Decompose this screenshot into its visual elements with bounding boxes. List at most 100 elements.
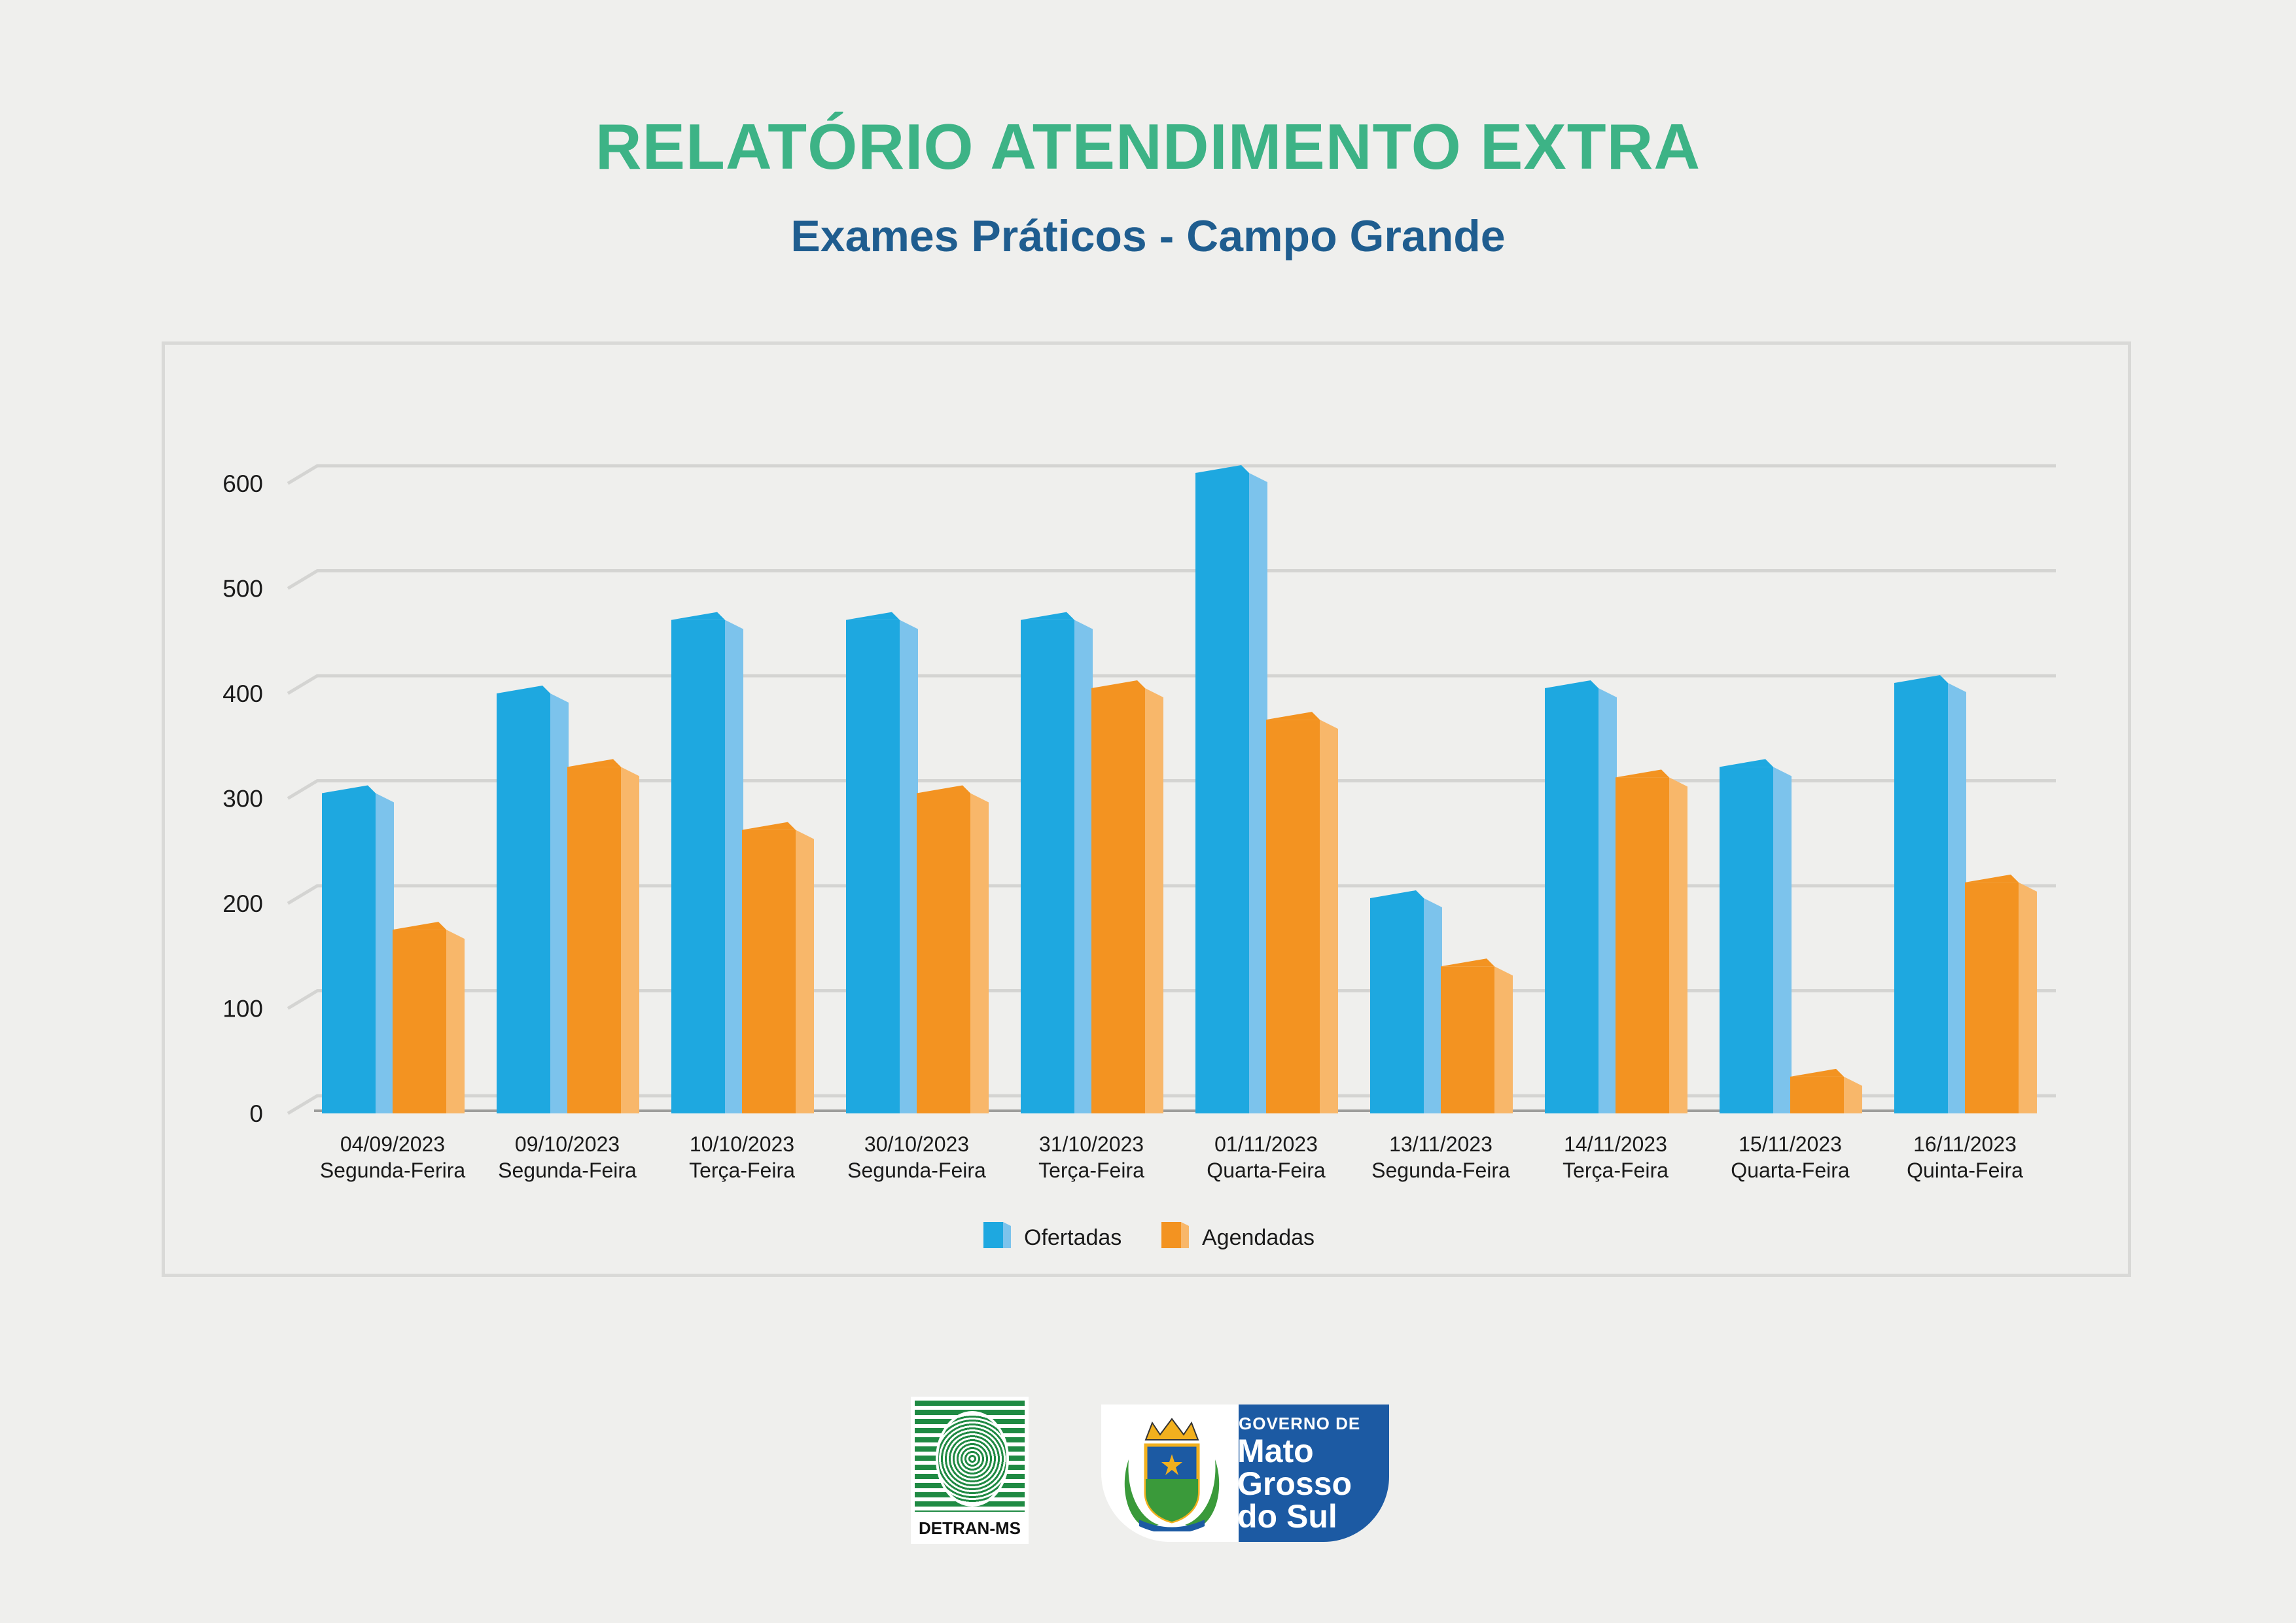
bar-ofertadas [497,693,550,1113]
bar-cap-ofertadas [1195,464,1249,473]
bar-ofertadas [1021,620,1074,1113]
bar-ofertadas [671,620,725,1113]
bar-agendadas [1441,966,1494,1113]
x-tick-label-date: 13/11/2023 [1389,1132,1492,1156]
government-logo: GOVERNO DE Mato Grosso do Sul [1101,1405,1389,1542]
bar-cap-ofertadas [671,612,725,620]
gov-logo-line1: GOVERNO DE [1239,1414,1361,1433]
x-tick-label-day: Terça-Feira [1563,1159,1669,1182]
legend-swatch-side [1003,1222,1011,1248]
y-tick-label: 600 [222,470,263,497]
bar-side-ofertadas [550,693,569,1113]
x-tick-label-day: Segunda-Feira [847,1159,986,1182]
coat-of-arms-icon [1124,1418,1220,1531]
y-tick-label: 0 [249,1100,263,1127]
bar-side-ofertadas [1424,898,1442,1113]
bar-ofertadas [1195,472,1249,1113]
x-tick-label-date: 16/11/2023 [1913,1132,2017,1156]
bar-cap-agendadas [1266,712,1320,720]
legend-label: Agendadas [1202,1225,1315,1250]
bar-ofertadas [846,620,900,1113]
bar-side-agendadas [446,930,465,1113]
bar-side-ofertadas [1598,688,1617,1113]
bar-agendadas [1616,777,1669,1113]
bar-agendadas [567,767,621,1113]
x-tick-label-date: 09/10/2023 [515,1132,620,1156]
globe-icon [936,1411,1009,1507]
bar-ofertadas [1370,898,1424,1113]
bar-agendadas [1965,882,2019,1113]
bar-side-ofertadas [1948,682,1966,1113]
bar-cap-ofertadas [497,686,550,693]
bar-side-ofertadas [376,793,394,1113]
x-tick-label-day: Segunda-Ferira [320,1159,466,1182]
bar-side-agendadas [1145,688,1163,1113]
bar-side-agendadas [1844,1076,1862,1113]
bar-side-agendadas [1320,720,1338,1113]
bar-cap-ofertadas [1720,759,1773,767]
legend-swatch [983,1222,1003,1248]
bar-cap-agendadas [1441,958,1494,967]
x-tick-label-date: 04/09/2023 [340,1132,445,1156]
bar-cap-agendadas [393,922,446,930]
bar-cap-agendadas [917,785,970,794]
legend-label: Ofertadas [1024,1225,1122,1250]
bar-chart: 0 100 200 300 400 500 600 04/09/2023 Segunda-Fer… [222,464,2056,1250]
y-tick-label: 300 [222,786,263,812]
bar-cap-ofertadas [322,785,376,794]
bar-cap-ofertadas [1021,612,1074,620]
legend-swatch [1161,1222,1181,1248]
bar-side-ofertadas [1074,620,1093,1113]
x-tick-label-date: 14/11/2023 [1564,1132,1667,1156]
gov-logo-line2: Mato [1237,1433,1314,1469]
bar-side-ofertadas [1773,767,1792,1113]
bar-side-agendadas [1494,966,1513,1113]
bar-agendadas [1790,1076,1844,1113]
gridline [287,779,2056,800]
y-tick-label: 100 [222,996,263,1022]
gridline [287,464,2056,485]
x-tick-label-date: 01/11/2023 [1214,1132,1318,1156]
bar-side-agendadas [1669,777,1687,1113]
x-tick-label-day: Quinta-Feira [1907,1159,2023,1182]
chart-frame [162,341,2131,1277]
x-tick-label-date: 10/10/2023 [690,1132,794,1156]
x-tick-label-day: Quarta-Feira [1731,1159,1850,1182]
bar-agendadas [1091,688,1145,1113]
bar-cap-ofertadas [1370,890,1424,898]
bar-agendadas [393,930,446,1113]
x-tick-label-date: 15/11/2023 [1739,1132,1842,1156]
bar-ofertadas [1894,682,1948,1113]
x-tick-label-date: 30/10/2023 [864,1132,969,1156]
bar-cap-agendadas [567,759,621,767]
bar-cap-agendadas [1790,1068,1844,1077]
bar-ofertadas [322,793,376,1113]
legend-swatch-side [1181,1222,1189,1248]
bar-side-agendadas [2019,882,2037,1113]
bar-agendadas [742,829,796,1113]
bar-agendadas [1266,720,1320,1113]
x-tick-label-day: Terça-Feira [689,1159,795,1182]
bar-side-ofertadas [725,620,743,1113]
y-tick-label: 400 [222,680,263,707]
x-tick-label-day: Terça-Feira [1038,1159,1144,1182]
x-tick-label-date: 31/10/2023 [1039,1132,1144,1156]
gov-logo-line4: do Sul [1237,1498,1337,1535]
bar-ofertadas [1545,688,1598,1113]
gov-logo-line3: Grosso [1237,1465,1352,1502]
gov-logo-panel [1219,1405,1389,1542]
bar-side-agendadas [970,793,989,1113]
detran-logo: DETRAN-MS [911,1397,1029,1544]
x-tick-label-day: Quarta-Feira [1207,1159,1326,1182]
bar-side-agendadas [621,767,639,1113]
bar-agendadas [917,793,970,1113]
bar-side-ofertadas [900,620,918,1113]
bar-side-ofertadas [1249,472,1267,1113]
bar-cap-ofertadas [1545,680,1598,688]
gridline [287,569,2056,590]
bar-cap-agendadas [1091,680,1145,688]
y-tick-label: 200 [222,890,263,917]
gridline [287,884,2056,905]
bar-cap-ofertadas [846,612,900,620]
bar-ofertadas [1720,767,1773,1113]
